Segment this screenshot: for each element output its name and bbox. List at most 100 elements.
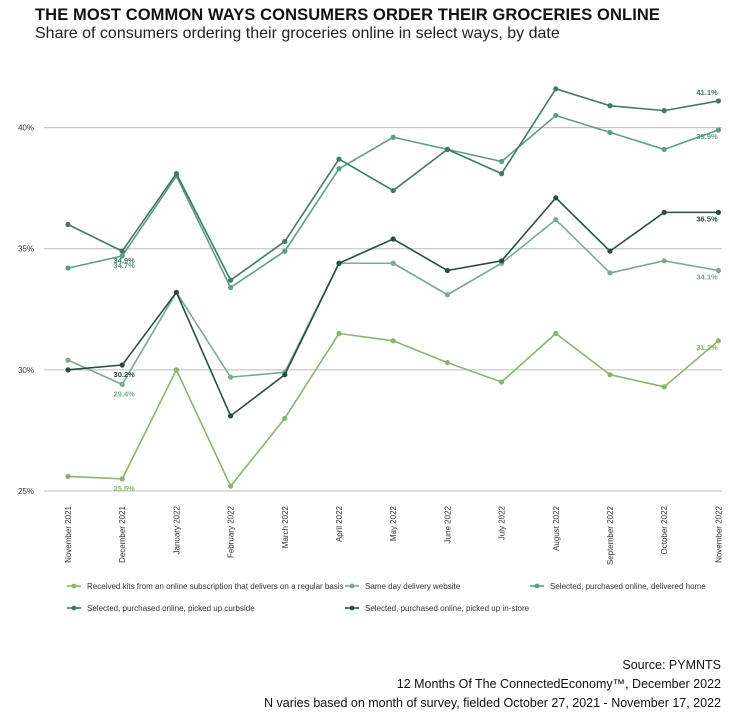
x-tick-label: March 2022 xyxy=(281,505,290,548)
data-point xyxy=(65,473,71,480)
data-point xyxy=(661,146,667,152)
series-line xyxy=(67,332,719,487)
series-4 xyxy=(65,195,722,419)
x-axis-ticks: November 2021 December 2021 January 2022 Fe… xyxy=(64,505,723,565)
y-tick-label: 25% xyxy=(18,487,34,496)
data-point xyxy=(282,415,288,421)
data-point xyxy=(65,265,71,271)
legend-swatch-dot xyxy=(71,605,77,611)
data-point xyxy=(444,292,450,298)
data-point xyxy=(228,413,234,419)
data-point xyxy=(661,258,667,264)
data-labels: 25.5% 31.2% 29.4% 34.1% 34.7% 39.9% 34.9% 41.1%… xyxy=(114,88,718,493)
data-point xyxy=(553,195,559,201)
legend-swatch-dot xyxy=(349,583,355,589)
data-point xyxy=(715,98,722,104)
legend: Received kits from an online subscriptio… xyxy=(67,582,706,613)
legend-label: Selected, purchased online, picked up cu… xyxy=(87,604,255,613)
series-line xyxy=(67,197,719,417)
data-point xyxy=(715,209,722,215)
data-point xyxy=(661,384,667,390)
data-label: 25.5% xyxy=(114,484,136,493)
gridlines xyxy=(44,127,722,492)
data-point xyxy=(661,108,667,114)
data-point xyxy=(336,260,342,266)
legend-item: Selected, purchased online, picked up in… xyxy=(345,604,530,613)
legend-label: Received kits from an online subscriptio… xyxy=(87,582,344,591)
x-tick-label: April 2022 xyxy=(335,505,344,542)
legend-label: Same day delivery website xyxy=(365,582,461,591)
data-point xyxy=(715,127,722,133)
data-point xyxy=(228,374,234,380)
y-tick-label: 35% xyxy=(18,245,34,254)
x-tick-label: May 2022 xyxy=(389,505,398,541)
data-point xyxy=(390,134,396,140)
legend-swatch-dot xyxy=(534,583,540,589)
y-tick-label: 30% xyxy=(18,366,34,375)
data-label: 34.1% xyxy=(696,273,718,282)
series-3 xyxy=(65,86,722,283)
data-label: 41.1% xyxy=(696,88,718,97)
x-tick-label: January 2022 xyxy=(172,505,181,554)
data-point xyxy=(444,146,450,152)
y-axis-ticks: 25% 30% 35% 40% xyxy=(18,124,34,496)
data-label: 34.9% xyxy=(114,256,136,265)
legend-label: Selected, purchased online, picked up in… xyxy=(365,604,530,613)
data-point xyxy=(553,112,559,119)
data-point xyxy=(119,248,125,254)
report-note: 12 Months Of The ConnectedEconomy™, Dece… xyxy=(396,677,721,691)
data-point xyxy=(173,367,179,373)
line-chart: 25% 30% 35% 40% November 2021 December 2021 J… xyxy=(18,86,723,613)
data-label: 30.2% xyxy=(114,370,136,379)
data-point xyxy=(228,483,234,489)
data-label: 29.4% xyxy=(114,389,136,398)
data-point xyxy=(390,338,396,344)
data-point xyxy=(390,187,396,194)
legend-item: Received kits from an online subscriptio… xyxy=(67,582,344,591)
data-point xyxy=(228,284,234,291)
data-label: 34.7% xyxy=(114,261,136,270)
chart-subtitle: Share of consumers ordering their grocer… xyxy=(35,25,560,42)
data-point xyxy=(336,330,342,337)
data-point xyxy=(65,367,71,373)
chart-title: THE MOST COMMON WAYS CONSUMERS ORDER THE… xyxy=(35,6,660,24)
data-point xyxy=(499,258,505,264)
x-tick-label: December 2021 xyxy=(118,505,127,562)
legend-swatch-dot xyxy=(349,605,355,611)
y-tick-label: 40% xyxy=(18,124,34,133)
data-point xyxy=(119,476,125,482)
data-point xyxy=(444,359,450,366)
data-point xyxy=(390,260,396,266)
data-point xyxy=(607,129,613,136)
data-point xyxy=(282,248,288,254)
sample-note: N varies based on month of survey, field… xyxy=(264,696,721,710)
x-tick-label: February 2022 xyxy=(227,505,236,558)
data-point xyxy=(607,103,613,109)
data-point xyxy=(390,236,396,242)
legend-label: Selected, purchased online, delivered ho… xyxy=(550,582,706,591)
x-tick-label: July 2022 xyxy=(498,505,507,540)
data-point xyxy=(553,86,559,92)
data-point xyxy=(715,338,722,344)
data-point xyxy=(553,330,559,337)
data-label: 39.9% xyxy=(696,132,718,141)
series-line xyxy=(67,88,719,282)
data-point xyxy=(282,238,288,245)
data-point xyxy=(282,372,288,378)
series-lines xyxy=(65,86,722,489)
data-point xyxy=(553,217,559,223)
data-point xyxy=(65,357,71,363)
x-tick-label: August 2022 xyxy=(552,505,561,550)
data-point xyxy=(607,270,613,276)
legend-item: Selected, purchased online, picked up cu… xyxy=(67,604,255,613)
data-point xyxy=(119,253,125,259)
data-point xyxy=(119,362,125,368)
data-point xyxy=(336,166,342,172)
data-point xyxy=(119,381,125,387)
x-tick-label: October 2022 xyxy=(660,505,669,554)
legend-swatch-dot xyxy=(71,583,77,589)
data-point xyxy=(499,171,505,177)
x-tick-label: September 2022 xyxy=(606,505,615,565)
data-point xyxy=(173,171,179,177)
x-tick-label: November 2022 xyxy=(714,505,723,562)
